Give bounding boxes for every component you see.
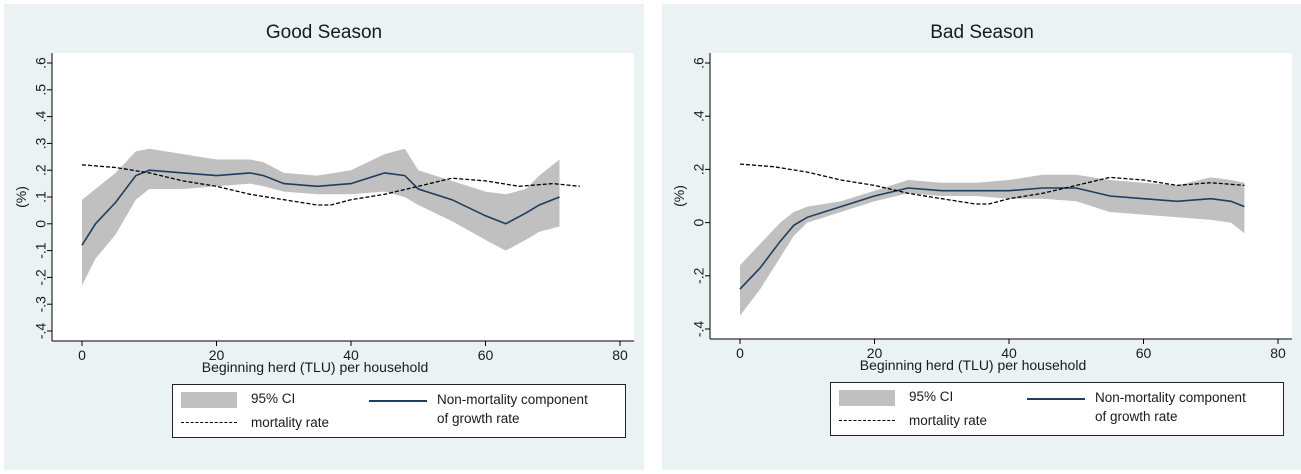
chart-bad-season: 0 20 40 60 80 -.4 -.2 0 .2 .4 .6 Beginning herd (TL…: [671, 53, 1292, 373]
x-tick-label: 40: [343, 347, 359, 363]
x-axis-label: Beginning herd (TLU) per household: [860, 357, 1086, 373]
legend-ci-label: 95% CI: [909, 389, 954, 404]
mortality-line-swatch: [181, 422, 237, 423]
x-tick-label: 60: [478, 347, 494, 363]
legend-growth-label-line2: of growth rate: [437, 411, 520, 426]
y-tick-label: .6: [691, 57, 707, 69]
growth-rate-line: [739, 187, 1245, 290]
y-tick-label: .5: [33, 84, 49, 96]
mortality-rate-line: [81, 164, 580, 206]
ci-band: [82, 148, 560, 286]
chart-panel-good-season: Good Season 0 20 40 60 80 -.4 -.3 -.2 -.1 0 .1 .2 .3…: [4, 4, 644, 470]
y-tick-label: .2: [691, 163, 707, 175]
x-tick-label: 40: [1001, 345, 1017, 361]
x-tick-label: 0: [78, 347, 86, 363]
x-tick-label: 20: [867, 345, 883, 361]
y-tick-label: -.2: [691, 267, 707, 284]
legend-ci-label: 95% CI: [251, 391, 296, 406]
legend: 95% CI Non-mortality component of growth…: [830, 382, 1284, 436]
legend-mortality-label: mortality rate: [909, 413, 988, 428]
growth-line-swatch: [1027, 398, 1085, 400]
y-tick-label: .6: [33, 57, 49, 69]
x-axis-label: Beginning herd (TLU) per household: [202, 359, 428, 375]
legend-mortality-label: mortality rate: [251, 415, 330, 430]
x-tick-label: 60: [1136, 345, 1152, 361]
y-tick-label: .3: [33, 137, 49, 149]
y-tick-label: 0: [691, 218, 707, 226]
legend: 95% CI Non-mortality component of growth…: [172, 384, 626, 438]
y-tick-label: -.1: [33, 242, 49, 259]
x-tick-label: 20: [209, 347, 225, 363]
legend-growth-label-line1: Non-mortality component: [1095, 390, 1246, 405]
mortality-rate-line: [739, 163, 1245, 205]
growth-rate-line: [81, 169, 560, 246]
y-tick-label: -.4: [33, 323, 49, 340]
chart-title: Bad Season: [930, 22, 1034, 43]
legend-growth-label-line2: of growth rate: [1095, 409, 1178, 424]
mortality-line-swatch: [839, 420, 895, 421]
chart-panel-bad-season: Bad Season 0 20 40 60 80 -.4 -.2 0 .2 .4 .6 Beginni…: [662, 4, 1301, 470]
y-tick-label: -.4: [691, 321, 707, 338]
y-tick-label: -.3: [33, 296, 49, 313]
chart-good-season: 0 20 40 60 80 -.4 -.3 -.2 -.1 0 .1 .2 .3 .4 .5 .6 Beginn…: [13, 53, 634, 375]
y-axis-label: (%): [13, 186, 29, 208]
y-tick-label: -.2: [33, 269, 49, 286]
ci-swatch: [181, 392, 237, 408]
ci-band: [740, 174, 1245, 316]
y-axis-label: (%): [671, 185, 687, 207]
y-tick-label: .4: [691, 110, 707, 122]
y-tick-label: 0: [33, 220, 49, 228]
growth-line-swatch: [369, 400, 427, 402]
y-tick-label: .1: [33, 191, 49, 203]
legend-growth-label-line1: Non-mortality component: [437, 392, 588, 407]
chart-title: Good Season: [265, 22, 383, 43]
y-tick-label: .2: [33, 164, 49, 176]
ci-swatch: [839, 390, 895, 406]
x-tick-label: 80: [612, 347, 628, 363]
x-tick-label: 80: [1270, 345, 1286, 361]
y-tick-label: .4: [33, 111, 49, 123]
x-tick-label: 0: [736, 345, 744, 361]
